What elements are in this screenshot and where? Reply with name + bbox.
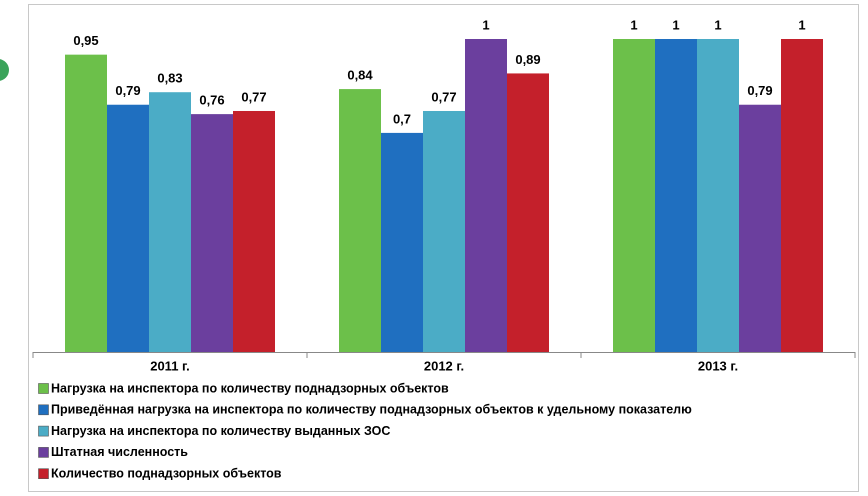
- bar: [739, 104, 781, 352]
- legend-swatch: [38, 447, 49, 458]
- data-label: 0,84: [347, 68, 373, 83]
- data-label: 0,89: [515, 52, 540, 67]
- bar: [107, 104, 149, 352]
- legend-label: Нагрузка на инспектора по количеству выд…: [51, 424, 390, 438]
- decoration: [0, 59, 9, 81]
- bar: [697, 39, 739, 352]
- data-label: 1: [630, 17, 637, 32]
- bar: [655, 39, 697, 352]
- bar: [781, 39, 823, 352]
- data-label: 0,77: [241, 89, 266, 104]
- data-label: 0,79: [747, 83, 772, 98]
- bar: [613, 39, 655, 352]
- legend-swatch: [38, 468, 49, 480]
- x-tick-label: 2011 г.: [150, 358, 190, 373]
- legend-label: Штатная численность: [51, 445, 188, 459]
- bar: [381, 132, 423, 352]
- legend-label: Приведённая нагрузка на инспектора по ко…: [51, 403, 692, 417]
- bar: [191, 114, 233, 353]
- data-label: 1: [482, 17, 489, 32]
- x-tick-label: 2012 г.: [424, 358, 464, 373]
- data-label: 0,83: [157, 71, 182, 86]
- legend-label: Нагрузка на инспектора по количеству под…: [51, 381, 449, 395]
- data-label: 0,77: [431, 89, 456, 104]
- bar: [339, 89, 381, 352]
- bar: [233, 110, 275, 353]
- data-label: 0,95: [73, 33, 98, 48]
- data-label: 1: [798, 17, 805, 32]
- data-label: 0,76: [199, 93, 224, 108]
- legend-label: Количество поднадзорных объектов: [51, 466, 282, 480]
- bar: [465, 39, 507, 352]
- legend-swatch: [38, 404, 49, 416]
- legend-swatch: [38, 383, 49, 394]
- x-tick-label: 2013 г.: [698, 358, 738, 373]
- data-label: 1: [714, 17, 721, 32]
- legend-swatch: [38, 425, 49, 437]
- bar: [423, 110, 465, 353]
- bar: [65, 54, 107, 353]
- data-label: 1: [672, 17, 679, 32]
- bar: [507, 73, 549, 353]
- bar: [149, 92, 191, 353]
- data-label: 0,7: [393, 111, 411, 126]
- data-label: 0,79: [115, 83, 140, 98]
